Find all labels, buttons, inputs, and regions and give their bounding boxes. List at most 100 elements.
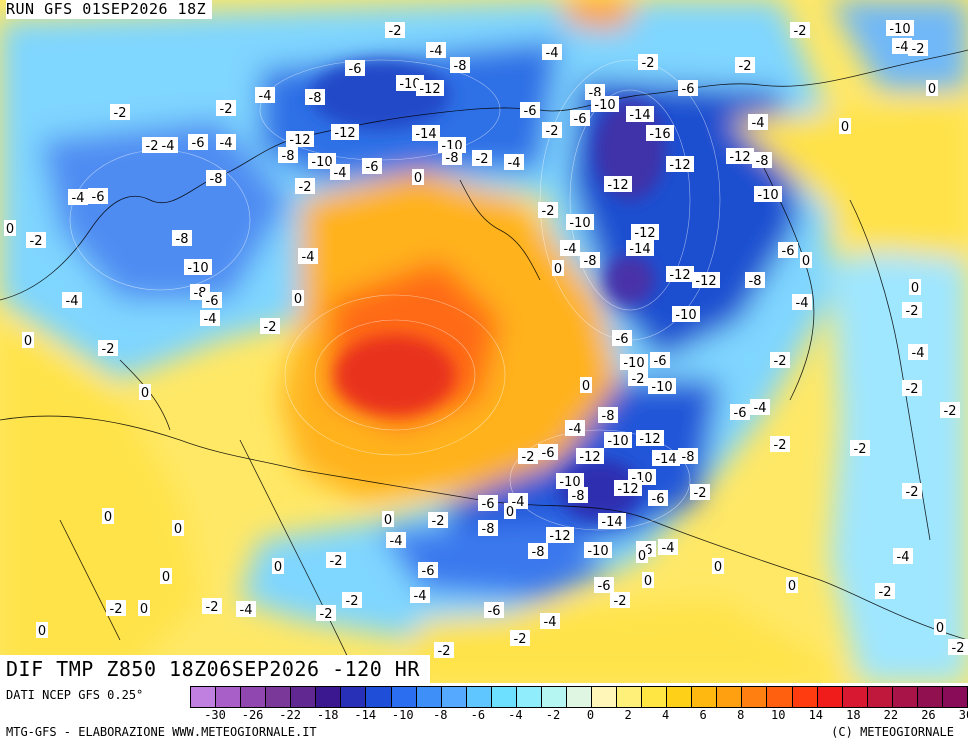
isotherm-label: -8 [450, 57, 470, 74]
isotherm-label: -2 [542, 122, 562, 139]
svg-text:-2: -2 [220, 102, 233, 117]
colorbar-tick-label: -26 [241, 708, 264, 722]
svg-text:-10: -10 [623, 356, 644, 371]
isotherm-label: 0 [552, 260, 564, 277]
svg-text:-12: -12 [729, 150, 750, 165]
isotherm-label: -6 [570, 110, 590, 127]
svg-text:-12: -12 [634, 226, 655, 241]
data-source-label: DATI NCEP GFS 0.25° [6, 688, 144, 702]
svg-text:-2: -2 [912, 42, 925, 57]
svg-text:-2: -2 [694, 486, 707, 501]
isotherm-label: -6 [478, 495, 498, 512]
colorbar-tick-label: 6 [699, 708, 707, 722]
svg-text:-2: -2 [102, 342, 115, 357]
svg-text:-2: -2 [952, 641, 965, 656]
svg-text:-4: -4 [544, 615, 557, 630]
svg-text:-12: -12 [669, 268, 690, 283]
isotherm-label: -4 [565, 420, 585, 437]
isotherm-label: -2 [902, 483, 922, 500]
isotherm-label: 0 [712, 558, 724, 575]
svg-text:-12: -12 [669, 158, 690, 173]
colorbar-swatch [742, 687, 768, 707]
svg-text:0: 0 [140, 602, 148, 617]
colorbar-swatch [892, 687, 918, 707]
colorbar-swatch [667, 687, 693, 707]
svg-text:-2: -2 [879, 585, 892, 600]
colorbar-swatch [867, 687, 893, 707]
isotherm-label: -2 [690, 484, 710, 501]
isotherm-label: -2 [902, 380, 922, 397]
svg-text:-4: -4 [390, 534, 403, 549]
isotherm-label: -12 [692, 272, 720, 289]
isotherm-label: -8 [528, 543, 548, 560]
colorbar-swatch [817, 687, 843, 707]
isotherm-label: -4 [560, 240, 580, 257]
isotherm-label: -2 [428, 512, 448, 529]
svg-text:-6: -6 [734, 406, 747, 421]
isotherm-label: -4 [410, 587, 430, 604]
isotherm-label: -4 [542, 44, 562, 61]
svg-text:-6: -6 [366, 160, 379, 175]
colorbar-swatch [391, 687, 417, 707]
colorbar-swatch [241, 687, 267, 707]
isotherm-label: -6 [778, 242, 798, 259]
colorbar-swatch [316, 687, 342, 707]
isotherm-label: -6 [484, 602, 504, 619]
isotherm-label: -10 [556, 473, 584, 490]
svg-text:-10: -10 [587, 544, 608, 559]
isotherm-label: -4 [504, 154, 524, 171]
colorbar-tick-label: 26 [921, 708, 936, 722]
svg-text:-12: -12 [549, 529, 570, 544]
isotherm-label: -8 [752, 152, 772, 169]
svg-text:-4: -4 [662, 541, 675, 556]
svg-text:-4: -4 [334, 166, 347, 181]
svg-text:-6: -6 [92, 190, 105, 205]
svg-text:-4: -4 [240, 603, 253, 618]
isotherm-label: 0 [292, 290, 304, 307]
svg-text:-2: -2 [330, 554, 343, 569]
colorbar-tick-label: 8 [737, 708, 745, 722]
isotherm-label: -8 [598, 407, 618, 424]
svg-text:0: 0 [384, 513, 392, 528]
isotherm-label: 0 [138, 600, 150, 617]
isotherm-label: -10 [566, 214, 594, 231]
isotherm-label: -4 [658, 539, 678, 556]
isotherm-label: -4 [748, 114, 768, 131]
svg-text:0: 0 [414, 171, 422, 186]
isotherm-label: -4 [540, 613, 560, 630]
isotherm-label: -2 [472, 150, 492, 167]
svg-text:-14: -14 [601, 515, 622, 530]
svg-text:-2: -2 [774, 354, 787, 369]
svg-text:-10: -10 [559, 475, 580, 490]
isotherm-label: 0 [800, 252, 812, 269]
svg-text:-2: -2 [522, 450, 535, 465]
svg-text:0: 0 [928, 82, 936, 97]
colorbar-swatch [842, 687, 868, 707]
colorbar-tick-label: 0 [586, 708, 595, 722]
colorbar-tick-label: 14 [808, 708, 824, 722]
isotherm-label: -4 [750, 399, 770, 416]
svg-text:-4: -4 [754, 401, 767, 416]
isotherm-label: 0 [504, 503, 516, 520]
svg-text:-6: -6 [652, 492, 665, 507]
anomaly-cores [310, 60, 665, 520]
colorbar-swatch [216, 687, 242, 707]
svg-text:-2: -2 [642, 56, 655, 71]
svg-text:-6: -6 [192, 136, 205, 151]
colorbar-tick-label: -18 [316, 708, 339, 722]
svg-text:-10: -10 [399, 77, 420, 92]
svg-text:-4: -4 [546, 46, 559, 61]
svg-text:-4: -4 [564, 242, 577, 257]
svg-text:-12: -12 [419, 82, 440, 97]
svg-text:-14: -14 [629, 242, 650, 257]
svg-text:0: 0 [141, 386, 149, 401]
isotherm-label: -14 [626, 240, 654, 257]
svg-text:-4: -4 [569, 422, 582, 437]
colorbar-swatch [942, 687, 967, 707]
isotherm-label: 0 [272, 558, 284, 575]
svg-text:-4: -4 [162, 139, 175, 154]
isotherm-label: -8 [478, 520, 498, 537]
isotherm-label: 0 [909, 279, 921, 296]
isotherm-label: -10 [672, 306, 700, 323]
isotherm-label: -6 [520, 102, 540, 119]
